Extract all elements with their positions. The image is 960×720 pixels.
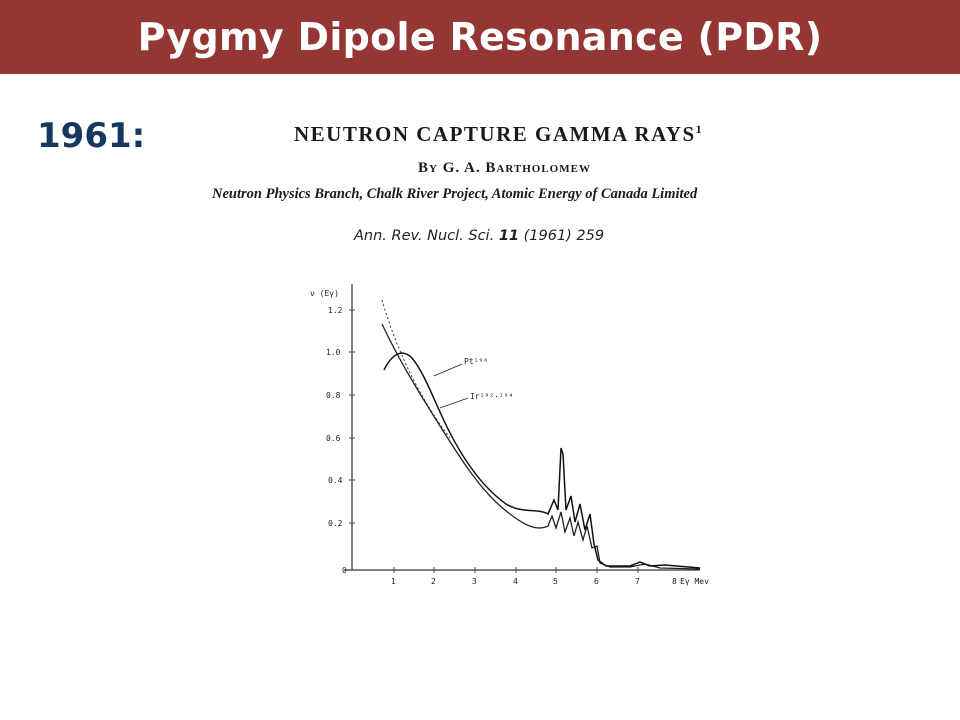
- x-axis-label-prefix: 8: [672, 577, 677, 586]
- citation-volume: 11: [498, 228, 519, 244]
- title-banner: Pygmy Dipole Resonance (PDR): [0, 0, 960, 74]
- y-tick: 0.2: [328, 519, 343, 528]
- y-tick: 1.0: [326, 348, 341, 357]
- spectrum-figure: ν (Eγ) 1.2 1.0 0.8 0.6 0.4 0.2 0 1 2 3 4…: [310, 284, 709, 586]
- y-tick: 0.6: [326, 434, 341, 443]
- ir-curve: [381, 323, 701, 570]
- x-tick: 6: [594, 577, 599, 586]
- y-tick: 1.2: [328, 306, 343, 315]
- y-tick: 0: [342, 566, 347, 575]
- paper-author: By G. A. Bartholomew: [418, 160, 591, 176]
- pt-curve: [383, 352, 701, 569]
- x-tick: 2: [431, 577, 436, 586]
- paper-title: NEUTRON CAPTURE GAMMA RAYS1: [294, 122, 754, 147]
- x-tick: 1: [391, 577, 396, 586]
- ir-label: Ir¹⁹²·¹⁹⁴: [470, 392, 513, 401]
- citation-journal: Ann. Rev. Nucl. Sci.: [354, 228, 495, 244]
- citation-rest: (1961) 259: [523, 228, 605, 244]
- x-tick: 3: [472, 577, 477, 586]
- citation: Ann. Rev. Nucl. Sci. 11 (1961) 259: [354, 228, 604, 244]
- x-tick: 7: [635, 577, 640, 586]
- y-tick: 0.8: [326, 391, 341, 400]
- y-axis-label: ν (Eγ): [310, 289, 339, 298]
- paper-title-footnote: 1: [695, 122, 704, 136]
- x-axis-label: Eγ Mev: [680, 577, 709, 586]
- slide-title: Pygmy Dipole Resonance (PDR): [137, 15, 823, 59]
- paper-affiliation: Neutron Physics Branch, Chalk River Proj…: [212, 186, 698, 202]
- year-label: 1961:: [37, 116, 146, 156]
- pt-leader: [433, 363, 463, 377]
- x-tick: 5: [553, 577, 558, 586]
- ir-leader: [439, 397, 469, 409]
- x-tick: 4: [513, 577, 518, 586]
- pt-label: Pt¹⁹⁶: [464, 357, 488, 366]
- dotted-curve: [381, 299, 451, 439]
- paper-title-text: NEUTRON CAPTURE GAMMA RAYS: [294, 122, 696, 146]
- y-tick: 0.4: [328, 476, 343, 485]
